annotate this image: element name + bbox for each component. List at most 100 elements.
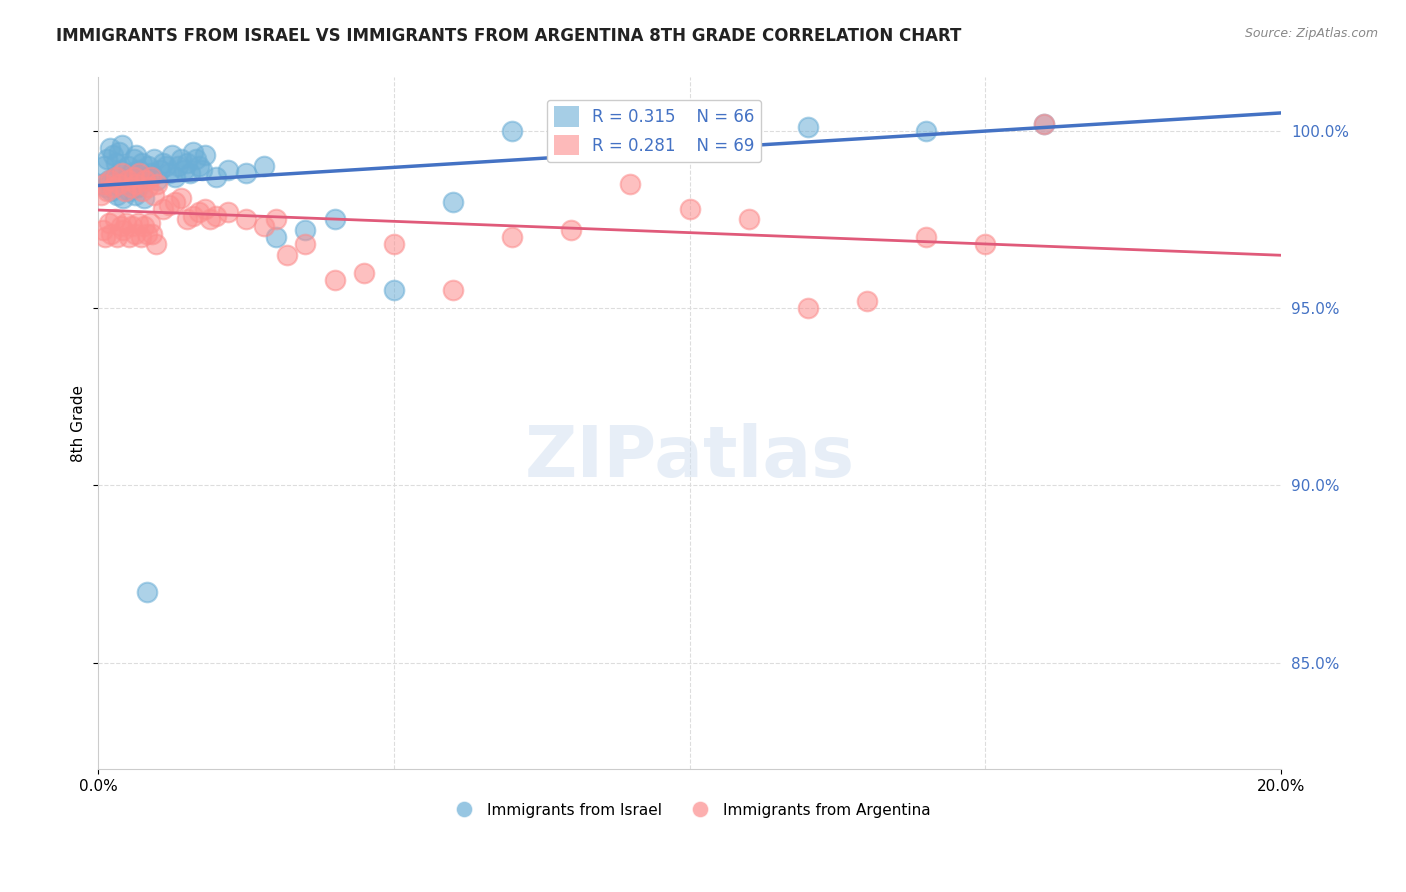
Point — [193, 148, 215, 162]
Point — [294, 237, 316, 252]
Point — [124, 227, 146, 241]
Point — [111, 191, 134, 205]
Point — [114, 184, 136, 198]
Point — [678, 117, 700, 131]
Point — [253, 219, 276, 234]
Point — [146, 173, 169, 187]
Point — [193, 202, 215, 216]
Point — [129, 230, 152, 244]
Point — [105, 230, 128, 244]
Point — [143, 187, 166, 202]
Point — [179, 166, 201, 180]
Point — [797, 301, 820, 315]
Point — [96, 152, 118, 166]
Point — [382, 283, 405, 297]
Point — [152, 155, 174, 169]
Point — [111, 166, 134, 180]
Point — [170, 152, 193, 166]
Point — [107, 145, 129, 159]
Legend: Immigrants from Israel, Immigrants from Argentina: Immigrants from Israel, Immigrants from … — [443, 797, 936, 824]
Point — [163, 194, 186, 209]
Point — [560, 223, 582, 237]
Point — [382, 237, 405, 252]
Point — [90, 187, 112, 202]
Point — [157, 198, 180, 212]
Point — [253, 159, 276, 173]
Point — [104, 169, 127, 184]
Point — [127, 216, 149, 230]
Point — [155, 159, 177, 173]
Point — [117, 159, 139, 173]
Point — [128, 162, 150, 177]
Point — [118, 184, 141, 198]
Point — [128, 166, 150, 180]
Point — [149, 162, 172, 177]
Point — [136, 180, 159, 194]
Point — [135, 227, 157, 241]
Point — [181, 209, 204, 223]
Point — [98, 173, 121, 187]
Point — [111, 223, 134, 237]
Point — [141, 166, 163, 180]
Point — [115, 216, 138, 230]
Point — [118, 230, 141, 244]
Point — [122, 152, 145, 166]
Point — [131, 184, 153, 198]
Point — [157, 166, 180, 180]
Point — [501, 230, 523, 244]
Point — [134, 169, 156, 184]
Point — [141, 169, 163, 184]
Point — [100, 184, 122, 198]
Point — [856, 293, 879, 308]
Point — [619, 177, 641, 191]
Point — [205, 169, 228, 184]
Point — [235, 212, 257, 227]
Point — [501, 123, 523, 137]
Point — [145, 237, 167, 252]
Point — [105, 187, 128, 202]
Text: ZIPatlas: ZIPatlas — [524, 424, 855, 492]
Point — [104, 169, 127, 184]
Point — [190, 162, 212, 177]
Point — [143, 152, 166, 166]
Point — [117, 173, 139, 187]
Point — [160, 148, 183, 162]
Point — [110, 219, 132, 234]
Point — [797, 120, 820, 135]
Point — [93, 177, 115, 191]
Point — [97, 173, 120, 187]
Point — [915, 230, 938, 244]
Point — [104, 212, 127, 227]
Point — [96, 184, 118, 198]
Point — [167, 159, 190, 173]
Point — [974, 237, 997, 252]
Point — [97, 216, 120, 230]
Point — [139, 216, 162, 230]
Point — [121, 169, 143, 184]
Point — [90, 177, 112, 191]
Point — [124, 187, 146, 202]
Point — [98, 141, 121, 155]
Point — [1033, 117, 1056, 131]
Point — [678, 202, 700, 216]
Point — [134, 173, 156, 187]
Point — [93, 159, 115, 173]
Point — [107, 177, 129, 191]
Point — [619, 123, 641, 137]
Text: Source: ZipAtlas.com: Source: ZipAtlas.com — [1244, 27, 1378, 40]
Point — [94, 230, 117, 244]
Point — [560, 120, 582, 135]
Point — [738, 212, 761, 227]
Point — [134, 219, 156, 234]
Point — [135, 585, 157, 599]
Point — [101, 180, 124, 194]
Point — [127, 180, 149, 194]
Point — [141, 227, 163, 241]
Point — [146, 177, 169, 191]
Point — [104, 155, 127, 169]
Point — [131, 155, 153, 169]
Point — [91, 223, 114, 237]
Point — [94, 180, 117, 194]
Point — [170, 191, 193, 205]
Y-axis label: 8th Grade: 8th Grade — [72, 384, 86, 462]
